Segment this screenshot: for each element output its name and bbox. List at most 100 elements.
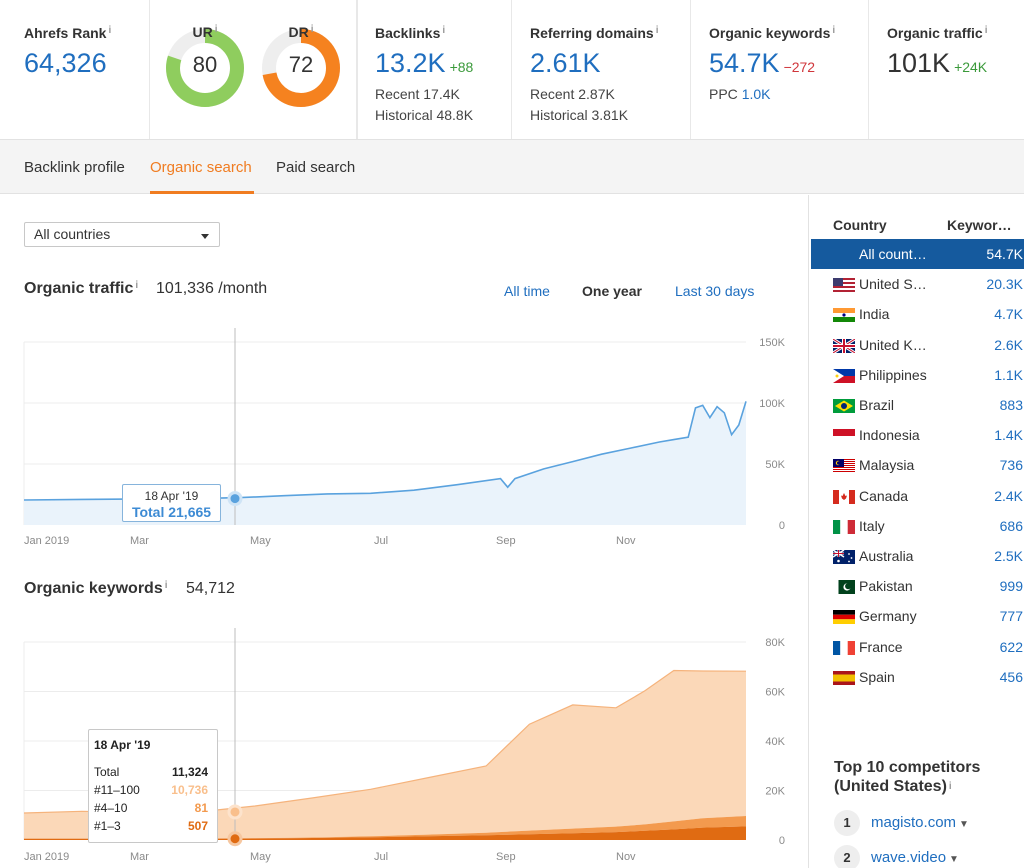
competitor-domain[interactable]: wave.video ▼ xyxy=(871,849,959,866)
dropdown-triangle-icon[interactable]: ▼ xyxy=(959,819,969,830)
organic-keywords-chart-title: Organic keywords i xyxy=(24,580,168,597)
country-row[interactable]: Malaysia 736 xyxy=(811,450,1024,480)
backlinks-historical: Historical 48.8K xyxy=(375,107,474,123)
country-keywords[interactable]: 736 xyxy=(999,457,1023,474)
ahrefs-rank-card: Ahrefs Rank i 64,326 xyxy=(24,0,150,139)
info-icon[interactable]: i xyxy=(442,25,446,36)
dr-label: DR i xyxy=(288,24,314,40)
range-all-time[interactable]: All time xyxy=(504,283,550,299)
tab-backlink-profile[interactable]: Backlink profile xyxy=(24,159,125,176)
country-name: Pakistan xyxy=(859,578,913,595)
country-keywords[interactable]: 777 xyxy=(999,608,1023,625)
country-row[interactable]: Indonesia 1.4K xyxy=(811,420,1024,450)
y-tick-label: 0 xyxy=(779,520,785,532)
info-icon[interactable]: i xyxy=(832,25,836,36)
caret-down-icon xyxy=(201,234,209,239)
country-panel: Country Keywor… All count… 54.7K United S…… xyxy=(808,195,1024,868)
country-row-selected[interactable]: All count… 54.7K xyxy=(811,239,1024,269)
y-tick-label: 50K xyxy=(765,459,785,471)
country-row[interactable]: Brazil 883 xyxy=(811,390,1024,420)
x-tick-label: Mar xyxy=(130,851,149,863)
organic-keywords-delta: −272 xyxy=(783,59,816,75)
country-row[interactable]: India 4.7K xyxy=(811,299,1024,329)
country-keywords[interactable]: 883 xyxy=(999,397,1023,413)
range-last-30-days[interactable]: Last 30 days xyxy=(675,283,755,299)
col-country[interactable]: Country xyxy=(833,217,887,233)
country-row[interactable]: France 622 xyxy=(811,632,1024,662)
dr-value: 72 xyxy=(288,52,314,77)
keywords-4-10-area xyxy=(24,816,746,839)
traffic-tooltip: 18 Apr '19 Total 21,665 xyxy=(122,484,221,522)
country-row[interactable]: Philippines 1.1K xyxy=(811,360,1024,390)
country-keywords[interactable]: 999 xyxy=(999,578,1023,595)
ppc-value[interactable]: 1.0K xyxy=(741,86,771,102)
competitor-item[interactable]: 2 wave.video ▼ xyxy=(834,845,1024,868)
y-tick-label: 0 xyxy=(779,835,785,847)
country-row[interactable]: United S… 20.3K xyxy=(811,269,1024,299)
info-icon[interactable]: i xyxy=(984,25,988,36)
info-icon[interactable]: i xyxy=(310,24,314,35)
ur-gauge[interactable]: UR i 80 xyxy=(165,24,245,108)
x-tick-label: Sep xyxy=(496,851,516,863)
tooltip-row: Total 11,324 xyxy=(94,765,208,779)
info-icon[interactable]: i xyxy=(948,781,952,792)
country-keywords[interactable]: 1.4K xyxy=(994,427,1023,444)
dropdown-triangle-icon[interactable]: ▼ xyxy=(949,854,959,865)
us-flag-icon xyxy=(833,278,855,293)
y-tick-label: 100K xyxy=(759,398,785,410)
tooltip-row: #4–10 81 xyxy=(94,801,208,815)
country-name: Australia xyxy=(859,548,914,564)
organic-keywords-value[interactable]: 54.7K −272 xyxy=(709,48,816,78)
country-name: Germany xyxy=(859,608,917,625)
country-name: United K… xyxy=(859,336,927,353)
x-tick-label: Nov xyxy=(616,535,636,547)
tab-organic-search[interactable]: Organic search xyxy=(150,159,252,176)
x-tick-label: Sep xyxy=(496,535,516,547)
country-keywords[interactable]: 54.7K xyxy=(986,246,1023,262)
organic-keywords-title: Organic keywords i xyxy=(709,25,836,41)
competitor-item[interactable]: 1 magisto.com ▼ xyxy=(834,810,1024,836)
malaysia-flag-icon xyxy=(833,459,855,474)
country-select-value: All countries xyxy=(34,226,111,242)
info-icon[interactable]: i xyxy=(214,24,218,35)
info-icon[interactable]: i xyxy=(108,25,112,36)
country-keywords[interactable]: 686 xyxy=(999,517,1023,534)
country-row[interactable]: Italy 686 xyxy=(811,511,1024,541)
country-select[interactable]: All countries xyxy=(24,222,220,247)
country-keywords[interactable]: 2.6K xyxy=(994,336,1023,353)
range-one-year[interactable]: One year xyxy=(582,283,642,299)
y-tick-label: 80K xyxy=(765,637,785,649)
info-icon[interactable]: i xyxy=(164,580,168,591)
info-icon[interactable]: i xyxy=(135,280,139,291)
country-keywords[interactable]: 456 xyxy=(999,668,1023,685)
referring-domains-value[interactable]: 2.61K xyxy=(530,48,601,78)
referring-domains-recent: Recent 2.87K xyxy=(530,86,615,102)
tab-paid-search[interactable]: Paid search xyxy=(276,159,356,176)
ahrefs-rank-title: Ahrefs Rank i xyxy=(24,25,112,41)
country-name: Malaysia xyxy=(859,457,915,474)
country-row[interactable]: United K… 2.6K xyxy=(811,330,1024,360)
competitors-title: Top 10 competitors (United States) i xyxy=(834,759,981,795)
country-keywords[interactable]: 2.4K xyxy=(994,487,1023,504)
country-row[interactable]: Germany 777 xyxy=(811,601,1024,631)
country-row[interactable]: Spain 456 xyxy=(811,662,1024,692)
info-icon[interactable]: i xyxy=(655,25,659,36)
dr-gauge[interactable]: DR i 72 xyxy=(261,24,341,108)
ahrefs-rank-value: 64,326 xyxy=(24,48,107,78)
country-row[interactable]: Pakistan 999 xyxy=(811,571,1024,601)
country-keywords[interactable]: 2.5K xyxy=(994,548,1023,564)
country-name: Brazil xyxy=(859,397,895,413)
country-row[interactable]: Australia 2.5K xyxy=(811,541,1024,571)
country-keywords[interactable]: 20.3K xyxy=(986,276,1023,293)
country-row[interactable]: Canada 2.4K xyxy=(811,481,1024,511)
backlinks-value[interactable]: 13.2K +88 xyxy=(375,48,474,78)
x-tick-label: Nov xyxy=(616,851,636,863)
country-name: Philippines xyxy=(859,366,927,383)
organic-traffic-chart: 150K 100K 50K 0 Jan 2019 Mar May Jul Sep Nov xyxy=(23,328,786,547)
country-keywords[interactable]: 1.1K xyxy=(994,366,1023,383)
competitor-rank: 1 xyxy=(834,810,860,836)
competitor-domain[interactable]: magisto.com ▼ xyxy=(871,814,969,831)
country-keywords[interactable]: 622 xyxy=(999,638,1023,655)
col-keywords[interactable]: Keywor… xyxy=(947,217,1012,233)
country-keywords[interactable]: 4.7K xyxy=(994,306,1023,323)
